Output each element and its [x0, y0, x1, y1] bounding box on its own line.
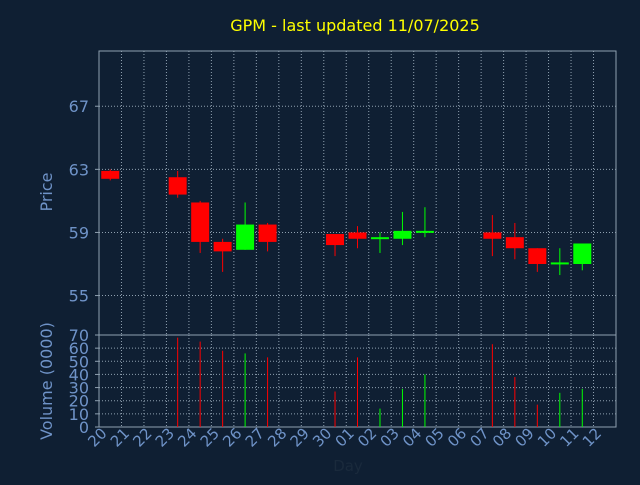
x-tick-labels: 2021222324252627282930010203040506070809… — [84, 424, 605, 450]
volume-tick-label: 40 — [69, 365, 89, 384]
price-tick-label: 59 — [69, 223, 89, 242]
candle-body — [258, 224, 277, 242]
price-tick-label: 63 — [69, 160, 89, 179]
candle-body — [370, 237, 389, 240]
candle-body — [550, 262, 569, 265]
candle-body — [168, 177, 187, 195]
price-tick-label: 67 — [69, 97, 89, 116]
volume-axis-label: Volume (0000) — [37, 322, 56, 440]
candle-body — [326, 234, 345, 246]
volume-tick-label: 20 — [69, 392, 89, 411]
price-panel: 55 59 63 67 — [69, 50, 617, 336]
price-axis-label: Price — [37, 172, 56, 211]
candle-body — [213, 241, 232, 252]
candle-body — [101, 170, 120, 179]
volume-tick-label: 0 — [79, 418, 89, 437]
volume-tick-label: 50 — [69, 352, 89, 371]
candle-body — [415, 230, 434, 233]
volume-tick-label: 70 — [69, 326, 89, 345]
candle-body — [505, 237, 524, 249]
candle-body — [528, 248, 547, 264]
volume-tick-label: 60 — [69, 339, 89, 358]
candle-body — [236, 224, 255, 250]
x-axis-label: Day — [333, 457, 363, 475]
volume-tick-label: 10 — [69, 405, 89, 424]
price-tick-label: 55 — [69, 287, 89, 306]
candle-body — [348, 232, 367, 239]
candle-body — [483, 232, 502, 239]
volume-tick-label: 30 — [69, 379, 89, 398]
candle-body — [393, 230, 412, 239]
candle-body — [573, 243, 592, 264]
chart-title: GPM - last updated 11/07/2025 — [230, 16, 480, 35]
candle-body — [191, 202, 210, 242]
x-tick-label: 12 — [579, 424, 605, 450]
